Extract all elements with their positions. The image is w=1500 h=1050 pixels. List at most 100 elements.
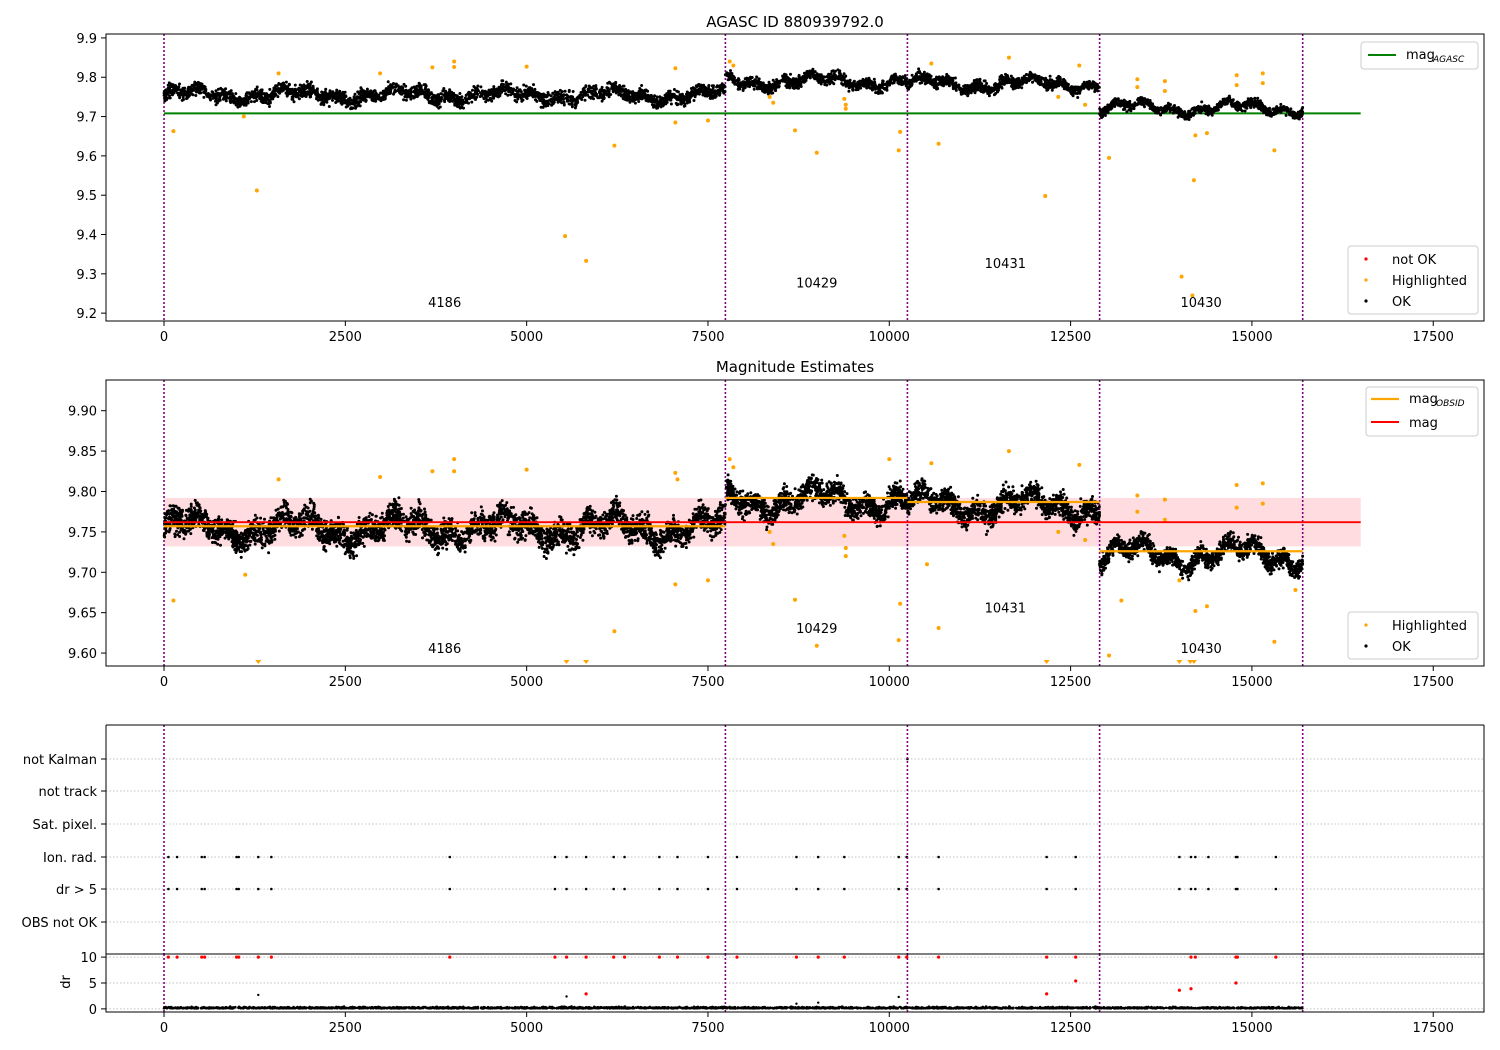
highlighted-point <box>771 542 776 547</box>
y-tick-label: 9.2 <box>76 307 97 322</box>
flag-point <box>1074 855 1077 859</box>
legend-label: OK <box>1392 295 1411 310</box>
highlighted-point <box>378 71 383 76</box>
highlighted-point <box>276 71 281 76</box>
obsid-label: 10429 <box>796 277 837 292</box>
highlighted-point <box>887 457 892 462</box>
dr-not-ok-point <box>706 955 710 959</box>
ok-points <box>906 67 1101 99</box>
highlighted-point <box>1204 131 1209 136</box>
x-tick-label: 2500 <box>329 675 362 690</box>
flag-point <box>1236 855 1239 859</box>
x-tick-label: 7500 <box>691 675 724 690</box>
highlighted-point <box>1043 193 1048 198</box>
flag-point <box>623 887 626 891</box>
below-range-marker <box>255 660 262 664</box>
highlighted-point <box>767 529 772 534</box>
highlighted-point <box>171 598 176 603</box>
highlighted-point <box>727 457 732 462</box>
dr-not-ok-point <box>256 955 260 959</box>
flag-point <box>257 887 260 891</box>
dr-point <box>897 995 900 999</box>
flag-point <box>235 855 238 859</box>
dr-not-ok-point <box>584 955 588 959</box>
dr-ok-points <box>162 1005 1304 1010</box>
flag-label: not track <box>38 785 97 800</box>
legend-marker <box>1364 278 1368 282</box>
legend-frame <box>1347 245 1479 315</box>
highlighted-point <box>843 546 848 551</box>
flag-point <box>584 855 588 859</box>
legend-marker <box>1364 299 1368 303</box>
y-tick-label: 9.60 <box>68 647 97 662</box>
highlighted-point <box>524 64 529 69</box>
flag-point <box>843 887 846 891</box>
dr-not-ok-point <box>816 955 820 959</box>
x-tick-label: 12500 <box>1050 675 1091 690</box>
legend-marker <box>1364 623 1368 627</box>
highlighted-point <box>898 601 903 606</box>
highlighted-point <box>731 465 736 470</box>
flag-point <box>448 855 452 859</box>
x-tick-label: 0 <box>160 675 168 690</box>
obsid-label: 10431 <box>985 602 1026 617</box>
highlighted-point <box>1234 483 1239 488</box>
dr-not-ok-point <box>842 955 846 959</box>
below-range-marker <box>1176 660 1183 664</box>
highlighted-point <box>936 626 941 631</box>
ok-points <box>162 79 727 111</box>
x-tick-label: 5000 <box>510 675 543 690</box>
highlighted-point <box>1162 89 1167 94</box>
highlighted-point <box>929 461 934 466</box>
x-tick-label: 12500 <box>1050 1021 1091 1036</box>
legend-label: mag <box>1409 392 1438 407</box>
highlighted-point <box>1135 77 1140 82</box>
highlighted-point <box>243 572 248 577</box>
highlighted-point <box>673 66 678 71</box>
highlighted-point <box>452 59 457 64</box>
y-tick-label: 9.6 <box>76 150 97 165</box>
highlighted-point <box>1179 274 1184 279</box>
y-tick-label: 5 <box>89 977 97 992</box>
dr-not-ok-point <box>584 992 588 996</box>
highlighted-point <box>767 94 772 99</box>
x-tick-label: 10000 <box>869 330 910 345</box>
flag-point <box>897 855 901 859</box>
highlighted-point <box>1234 505 1239 510</box>
dr-not-ok-point <box>237 955 241 959</box>
flag-label: Sat. pixel. <box>33 818 97 833</box>
dr-not-ok-point <box>200 955 204 959</box>
highlighted-point <box>793 128 797 133</box>
chart-title-agasc: AGASC ID 880939792.0 <box>706 13 884 31</box>
y-tick-label: 9.90 <box>68 405 97 420</box>
flag-point <box>270 855 273 859</box>
highlighted-point <box>1107 653 1112 658</box>
dr-axis-label: dr <box>59 975 74 989</box>
flag-point <box>270 887 273 891</box>
highlighted-point <box>793 597 797 602</box>
highlighted-point <box>673 582 678 587</box>
legend-frame <box>1347 611 1479 660</box>
y-tick-label: 10 <box>80 951 97 966</box>
flag-point <box>1178 855 1181 859</box>
highlighted-point <box>1193 133 1198 138</box>
flag-point <box>584 887 588 891</box>
x-tick-label: 17500 <box>1413 675 1454 690</box>
flag-point <box>706 855 710 859</box>
highlighted-point <box>1107 155 1112 160</box>
flag-point <box>658 855 661 859</box>
highlighted-point <box>1260 501 1265 506</box>
x-tick-label: 5000 <box>510 1021 543 1036</box>
y-tick-label: 9.4 <box>76 229 97 244</box>
highlighted-point <box>452 65 457 70</box>
obsid-label: 10430 <box>1180 642 1221 657</box>
dr-not-ok-point <box>1045 992 1049 996</box>
highlighted-point <box>1135 493 1140 498</box>
dr-point <box>257 993 260 997</box>
legend-frame <box>1360 41 1479 70</box>
flag-point <box>816 855 820 859</box>
flag-point <box>203 855 206 859</box>
flag-point <box>795 887 798 891</box>
